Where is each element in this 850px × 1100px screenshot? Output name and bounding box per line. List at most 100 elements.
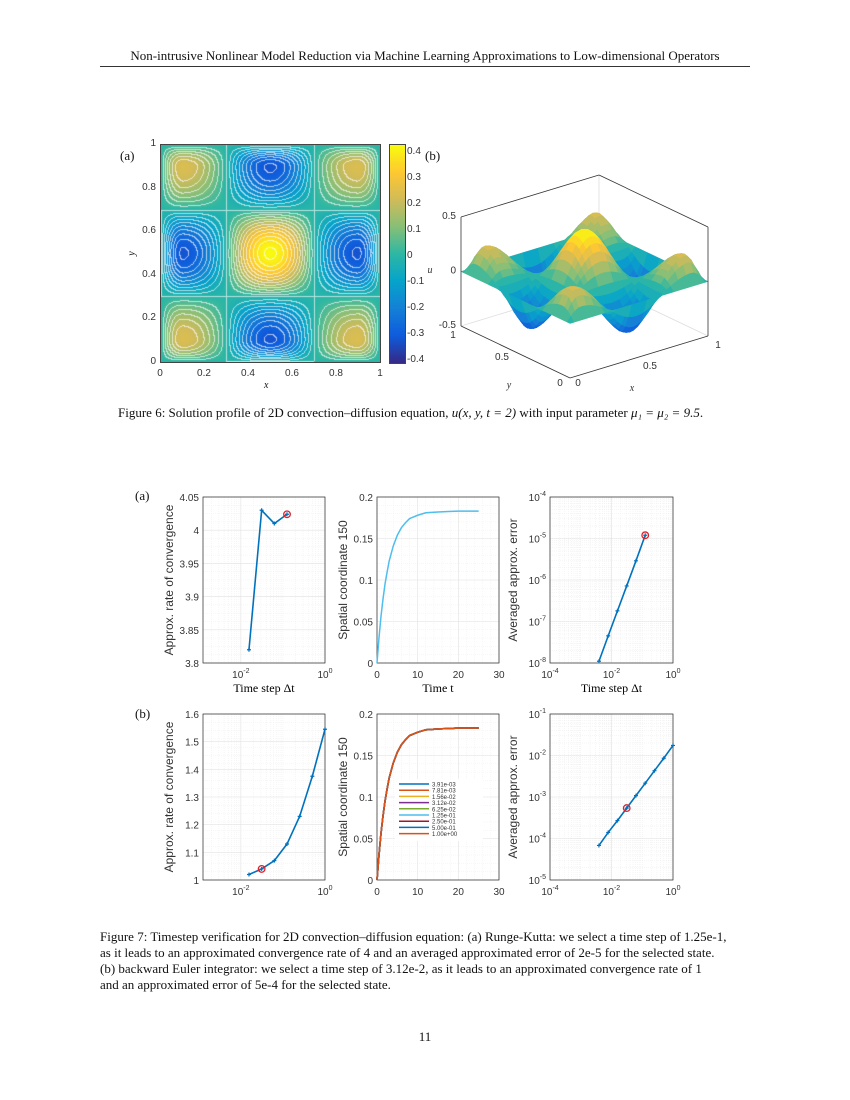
y-tick-label: 0.05 [354,835,374,846]
data-point-marker [661,756,666,761]
axes-box [376,713,500,881]
series-line [376,510,479,664]
x-tick-label: 20 [453,670,465,681]
data-point-marker [310,774,315,779]
caption-text: . [699,405,704,420]
y-tick-label: 3.85 [180,626,200,637]
y-tick-label: 10-7 [529,616,546,629]
colorbar-tick-label: 0.2 [407,198,421,209]
data-point-marker [285,842,290,847]
x-tick-label: 100 [665,885,680,898]
data-point-marker [671,743,675,748]
figure7-caption: Figure 7: Timestep verification for 2D c… [100,929,752,993]
y-tick-label: 0.1 [359,576,373,587]
axis-line [569,335,709,379]
x-tick-label: 10-2 [232,885,249,898]
data-point-marker [633,793,638,798]
chart-b-sol: 0 10 20 30 0 0.05 0.1 0.15 0.2 Time t Spatial coor… [336,710,505,900]
y-tick-label: 1.1 [185,848,199,859]
x-tick-label: 30 [493,887,505,898]
y-tick-label: 0.05 [354,618,374,629]
caption-line: (b) backward Euler integrator: we select… [100,961,702,976]
chart-a-rate: 10-2 100 3.8 3.85 3.9 3.95 4 4.05 Time step Δt Ap… [162,493,333,695]
surface-z-axis-label: u [428,265,433,276]
x-tick-label: 10 [412,887,424,898]
colorbar-tick-label: -0.2 [407,302,425,313]
y-tick-label: 1 [193,876,199,887]
surface-facet [566,315,575,324]
running-title: Non-intrusive Nonlinear Model Reduction … [130,48,720,63]
data-point-marker [643,533,648,538]
data-line [598,534,646,662]
data-point-marker [624,583,629,588]
legend-label: 3.12e-02 [432,801,456,807]
selected-point-marker [257,864,266,873]
axes-box [376,496,500,664]
y-tick-label: 10-5 [529,533,546,546]
axes-box [202,496,326,664]
x-tick-label: 30 [493,670,505,681]
data-point-marker [615,818,620,823]
y-tick-label: 0.2 [142,312,156,324]
y-axis-label: Spatial coordinate 150 [336,520,350,640]
x-tick-label: 100 [317,668,332,681]
data-point-marker [272,858,277,863]
x-tick-label: 10-2 [232,668,249,681]
fig6-panel-a-label: (a) [120,148,135,163]
selected-point-marker [283,510,291,519]
contour-plot [160,144,380,362]
data-point-marker [246,647,251,652]
axes-box [202,713,326,881]
axis-line [460,325,571,379]
data-point-marker [596,843,601,848]
legend-label: 1.25e-01 [432,814,456,820]
y-tick-label: 0.15 [354,535,374,546]
chart-a-err: 10-4 10-2 100 10-8 10-7 10-6 10-5 10-4 Time step… [506,491,681,695]
x-tick-label: 0.2 [197,368,211,379]
box-line [598,174,709,228]
colorbar [389,144,406,364]
caption-math: u(x, y, t = 2) [451,405,517,420]
x-tick-label: 0 [575,378,581,389]
data-point-marker [596,659,601,664]
caption-line: as it leads to an approximated convergen… [100,945,715,960]
x-tick-label: 10-4 [541,668,558,681]
x-axis-label: Time t [422,681,454,695]
z-tick-label: 0.5 [442,211,456,222]
figure6-caption: Figure 6: Solution profile of 2D convect… [118,405,758,421]
data-point-marker [606,830,611,835]
y-tick-label: 3.9 [185,593,199,604]
x-tick-label: 0.8 [329,368,343,379]
x-tick-label: 0.6 [285,368,299,379]
y-tick-label: 10-4 [529,491,546,504]
x-axis-label: Time step Δt [581,681,643,695]
x-tick-label: 10 [412,670,424,681]
y-tick-label: 4 [193,526,199,537]
x-tick-label: 0 [157,368,163,379]
x-tick-label: 1 [377,368,383,379]
x-tick-label: 1 [715,340,721,351]
y-tick-label: 1 [150,138,156,149]
x-axis-label: Time step Δt [581,898,643,900]
y-axis-label: Approx. rate of convergence [162,721,176,872]
contour-axes-box [160,144,381,363]
legend-label: 6.25e-02 [432,807,456,813]
colorbar-tick-label: 0.4 [407,146,421,157]
y-tick-label: 4.05 [180,493,200,504]
data-point-marker [272,521,277,526]
data-point-marker [259,508,264,513]
axes-box [549,713,674,881]
y-axis-label: Spatial coordinate 150 [336,737,350,857]
y-tick-label: 10-5 [529,874,546,887]
selected-point-marker [622,804,631,813]
x-tick-label: 100 [317,885,332,898]
y-tick-label: 1 [450,330,456,341]
y-tick-label: 1.2 [185,821,199,832]
box-line [460,174,600,218]
y-tick-label: 0.2 [359,493,373,504]
x-tick-label: 0 [374,670,380,681]
data-point-marker [624,806,629,811]
